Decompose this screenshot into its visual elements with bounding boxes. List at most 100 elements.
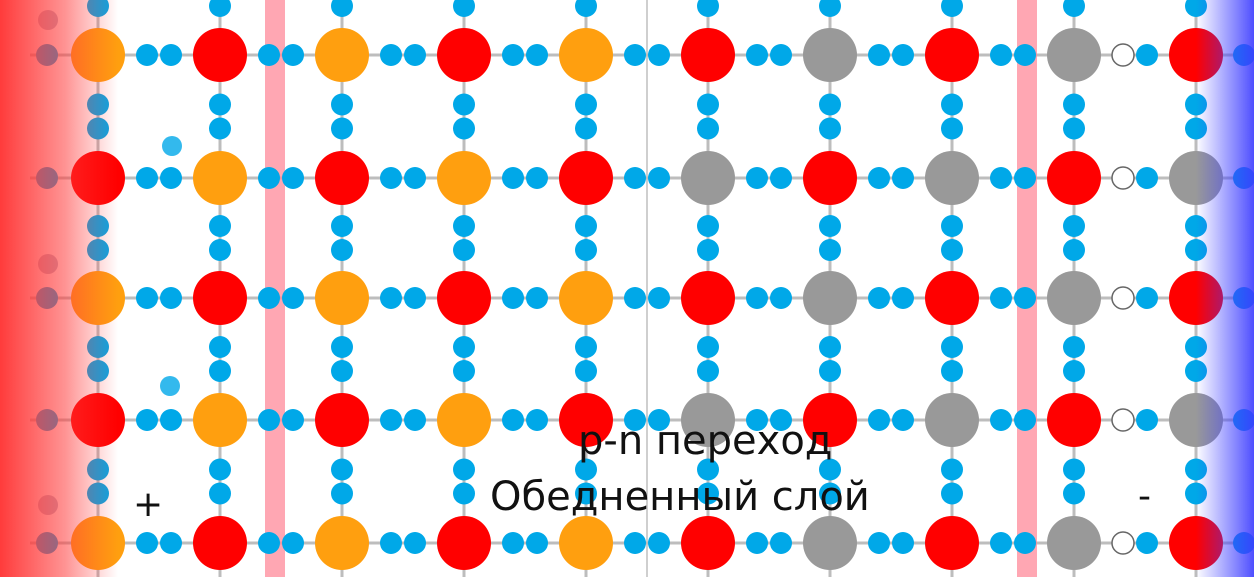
electron: [404, 44, 426, 66]
electron: [941, 215, 963, 237]
electron: [453, 118, 475, 140]
electron: [404, 409, 426, 431]
electron: [209, 360, 231, 382]
electron: [453, 459, 475, 481]
electron: [258, 532, 280, 554]
acceptor-atom: [315, 516, 369, 570]
electron: [819, 215, 841, 237]
electron: [526, 44, 548, 66]
red-atom: [925, 28, 979, 82]
hole: [1112, 44, 1134, 66]
gray-atom: [803, 516, 857, 570]
acceptor-atom: [437, 151, 491, 205]
electron: [770, 167, 792, 189]
electron: [648, 287, 670, 309]
electron: [1014, 532, 1036, 554]
electron: [990, 409, 1012, 431]
electron: [380, 532, 402, 554]
electron: [1014, 409, 1036, 431]
electron: [404, 532, 426, 554]
electron: [575, 336, 597, 358]
electron: [941, 336, 963, 358]
gray-atom: [803, 28, 857, 82]
electron: [331, 0, 353, 17]
electron: [1063, 118, 1085, 140]
electron: [624, 532, 646, 554]
red-atom: [193, 28, 247, 82]
hole: [1112, 409, 1134, 431]
electron: [770, 532, 792, 554]
gray-atom: [925, 151, 979, 205]
electron: [160, 287, 182, 309]
positive-electrode: [0, 0, 118, 577]
electron: [453, 483, 475, 505]
acceptor-atom: [315, 28, 369, 82]
electron: [624, 287, 646, 309]
hole: [1112, 532, 1134, 554]
electron: [624, 44, 646, 66]
electron: [941, 360, 963, 382]
pn-junction-label: p-n переход: [578, 418, 832, 464]
electron: [258, 44, 280, 66]
electron: [160, 532, 182, 554]
electron: [1136, 409, 1158, 431]
electron: [746, 287, 768, 309]
electron: [282, 44, 304, 66]
red-atom: [437, 516, 491, 570]
electron: [697, 360, 719, 382]
electron: [136, 167, 158, 189]
electron: [1014, 287, 1036, 309]
electron: [453, 215, 475, 237]
electron: [453, 360, 475, 382]
electron: [331, 336, 353, 358]
electron: [404, 287, 426, 309]
electron: [160, 44, 182, 66]
electron: [819, 360, 841, 382]
red-atom: [925, 516, 979, 570]
electron: [746, 44, 768, 66]
electron: [868, 409, 890, 431]
electron: [209, 336, 231, 358]
electron: [575, 94, 597, 116]
electron: [380, 44, 402, 66]
electron: [575, 215, 597, 237]
electron: [258, 287, 280, 309]
electron: [697, 94, 719, 116]
electron: [697, 215, 719, 237]
hole: [1112, 167, 1134, 189]
electron: [624, 167, 646, 189]
negative-electrode: [1196, 0, 1254, 577]
electron: [526, 287, 548, 309]
red-atom: [681, 271, 735, 325]
electron: [648, 167, 670, 189]
electron: [331, 360, 353, 382]
red-atom: [437, 271, 491, 325]
electron: [1136, 44, 1158, 66]
electron: [453, 94, 475, 116]
electron: [209, 483, 231, 505]
electron: [892, 409, 914, 431]
electron: [282, 409, 304, 431]
red-atom: [315, 151, 369, 205]
electron: [282, 532, 304, 554]
negative-terminal-label: -: [1138, 476, 1151, 517]
electron: [209, 118, 231, 140]
acceptor-atom: [315, 271, 369, 325]
acceptor-atom: [193, 393, 247, 447]
electron: [1136, 167, 1158, 189]
electron: [697, 118, 719, 140]
gray-atom: [1047, 516, 1101, 570]
electron: [941, 239, 963, 261]
electron: [1014, 44, 1036, 66]
electron: [770, 44, 792, 66]
electron: [819, 336, 841, 358]
electron: [648, 532, 670, 554]
electron: [819, 239, 841, 261]
electron: [160, 167, 182, 189]
gray-atom: [681, 151, 735, 205]
electron: [697, 239, 719, 261]
red-atom: [681, 516, 735, 570]
free-electron: [160, 376, 180, 396]
electron: [746, 167, 768, 189]
electron: [502, 287, 524, 309]
